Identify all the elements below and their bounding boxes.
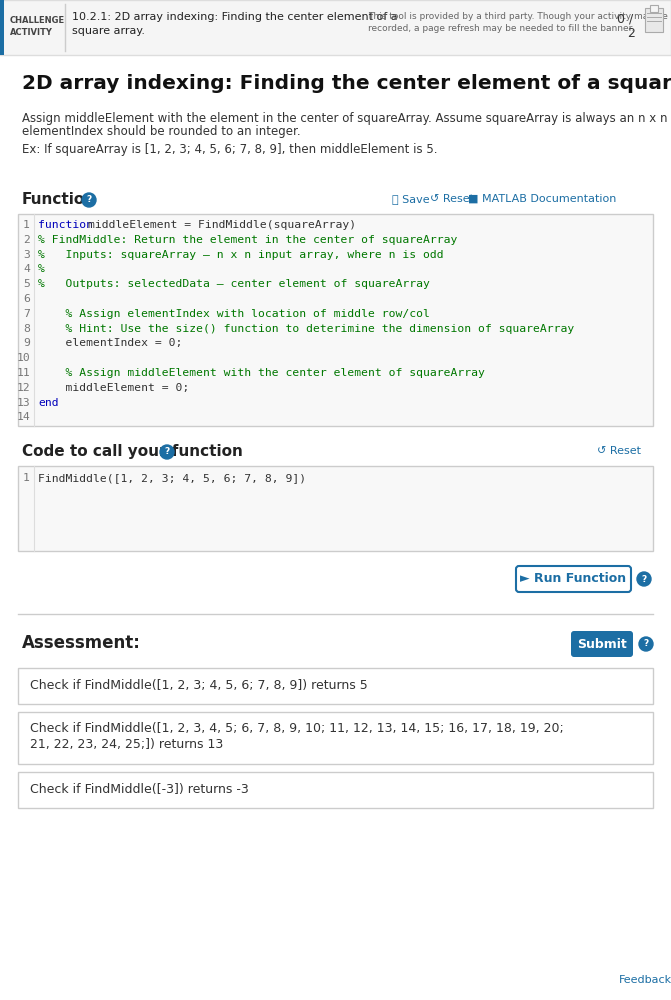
Text: Check if FindMiddle([-3]) returns -3: Check if FindMiddle([-3]) returns -3: [30, 784, 249, 796]
Text: 10: 10: [16, 353, 30, 363]
FancyBboxPatch shape: [516, 566, 631, 592]
Bar: [18, 772, 653, 808]
Text: CHALLENGE: CHALLENGE: [10, 16, 65, 25]
Text: function: function: [38, 220, 100, 230]
Text: %: %: [38, 264, 45, 274]
Text: 7: 7: [23, 309, 30, 319]
Bar: [645, 8, 663, 32]
Text: % Assign elementIndex with location of middle row/col: % Assign elementIndex with location of m…: [38, 309, 430, 319]
Text: 21, 22, 23, 24, 25;]) returns 13: 21, 22, 23, 24, 25;]) returns 13: [30, 738, 223, 751]
Text: ?: ?: [87, 196, 92, 205]
Circle shape: [639, 637, 653, 651]
Text: 14: 14: [16, 412, 30, 422]
FancyBboxPatch shape: [571, 631, 633, 657]
Text: 5: 5: [23, 279, 30, 289]
Bar: [0, 0, 4, 55]
Text: middleElement = 0;: middleElement = 0;: [38, 383, 189, 393]
Text: ?: ?: [643, 640, 649, 648]
Text: 11: 11: [16, 368, 30, 378]
Text: 1: 1: [23, 473, 30, 483]
Text: 9: 9: [23, 338, 30, 348]
Text: 10.2.1: 2D array indexing: Finding the center element of a: 10.2.1: 2D array indexing: Finding the c…: [72, 12, 398, 22]
Text: ?: ?: [641, 574, 647, 584]
Text: Assign middleElement with the element in the center of squareArray. Assume squar: Assign middleElement with the element in…: [22, 112, 671, 125]
Text: ■ MATLAB Documentation: ■ MATLAB Documentation: [468, 194, 617, 204]
Text: Check if FindMiddle([1, 2, 3; 4, 5, 6; 7, 8, 9]) returns 5: Check if FindMiddle([1, 2, 3; 4, 5, 6; 7…: [30, 680, 368, 692]
Bar: [0, 0, 671, 55]
Bar: [18, 466, 653, 551]
Text: elementIndex = 0;: elementIndex = 0;: [38, 338, 183, 348]
Text: ► Run Function: ► Run Function: [521, 572, 627, 585]
Text: Function: Function: [22, 192, 96, 207]
Text: 💾 Save: 💾 Save: [392, 194, 429, 204]
Text: Check if FindMiddle([1, 2, 3, 4, 5; 6, 7, 8, 9, 10; 11, 12, 13, 14, 15; 16, 17, : Check if FindMiddle([1, 2, 3, 4, 5; 6, 7…: [30, 722, 564, 735]
Text: 1: 1: [23, 220, 30, 230]
Text: ?: ?: [164, 448, 170, 456]
Text: square array.: square array.: [72, 26, 145, 36]
Text: % Hint: Use the size() function to deterimine the dimension of squareArray: % Hint: Use the size() function to deter…: [38, 324, 574, 334]
Text: Ex: If squareArray is [1, 2, 3; 4, 5, 6; 7, 8, 9], then middleElement is 5.: Ex: If squareArray is [1, 2, 3; 4, 5, 6;…: [22, 143, 437, 156]
Text: 12: 12: [16, 383, 30, 393]
Text: 4: 4: [23, 264, 30, 274]
Text: %   Outputs: selectedData – center element of squareArray: % Outputs: selectedData – center element…: [38, 279, 430, 289]
Text: 13: 13: [16, 398, 30, 408]
Text: 2D array indexing: Finding the center element of a square array: 2D array indexing: Finding the center el…: [22, 74, 671, 93]
Bar: [650, 5, 658, 12]
Text: % FindMiddle: Return the element in the center of squareArray: % FindMiddle: Return the element in the …: [38, 235, 458, 245]
Bar: [18, 668, 653, 704]
Circle shape: [160, 445, 174, 459]
Text: 2: 2: [627, 27, 635, 40]
Text: ↺ Reset: ↺ Reset: [430, 194, 474, 204]
Text: ACTIVITY: ACTIVITY: [10, 28, 53, 37]
Text: middleElement = FindMiddle(squareArray): middleElement = FindMiddle(squareArray): [88, 220, 356, 230]
Text: 6: 6: [23, 294, 30, 304]
Text: 2: 2: [23, 235, 30, 245]
Circle shape: [82, 193, 96, 207]
Text: 3: 3: [23, 250, 30, 260]
Text: 0 /: 0 /: [617, 12, 633, 25]
Text: 8: 8: [23, 324, 30, 334]
Text: %   Inputs: squareArray – n x n input array, where n is odd: % Inputs: squareArray – n x n input arra…: [38, 250, 444, 260]
Text: Code to call your function: Code to call your function: [22, 444, 243, 459]
Text: elementIndex should be rounded to an integer.: elementIndex should be rounded to an int…: [22, 125, 301, 138]
Circle shape: [637, 572, 651, 586]
Text: FindMiddle([1, 2, 3; 4, 5, 6; 7, 8, 9]): FindMiddle([1, 2, 3; 4, 5, 6; 7, 8, 9]): [38, 473, 306, 483]
Bar: [18, 712, 653, 764]
Text: Assessment:: Assessment:: [22, 634, 141, 652]
Text: recorded, a page refresh may be needed to fill the banner.: recorded, a page refresh may be needed t…: [368, 24, 634, 33]
Text: ↺ Reset: ↺ Reset: [597, 446, 641, 456]
Bar: [18, 214, 653, 426]
Text: % Assign middleElement with the center element of squareArray: % Assign middleElement with the center e…: [38, 368, 485, 378]
Text: Submit: Submit: [577, 638, 627, 650]
Text: This tool is provided by a third party. Though your activity may be: This tool is provided by a third party. …: [368, 12, 668, 21]
Text: end: end: [38, 398, 58, 408]
Text: Feedback?: Feedback?: [619, 975, 671, 985]
